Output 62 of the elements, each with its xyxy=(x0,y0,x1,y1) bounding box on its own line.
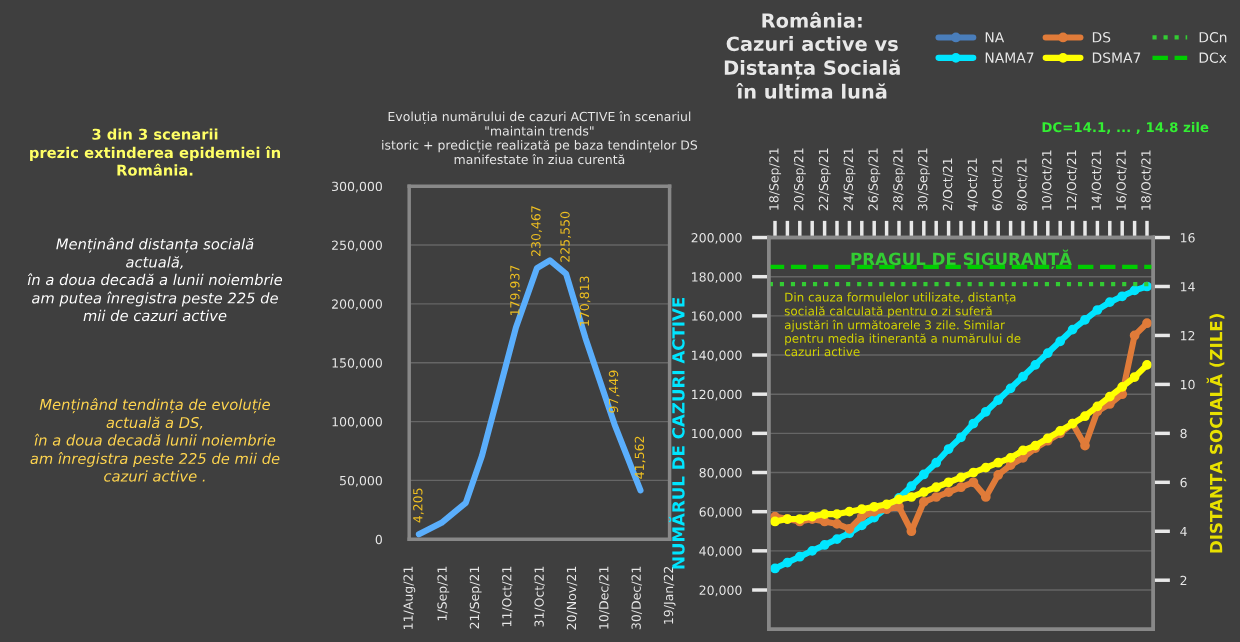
point xyxy=(1092,305,1103,315)
point xyxy=(869,501,880,512)
point xyxy=(832,534,842,544)
point xyxy=(1129,330,1140,341)
point xyxy=(1129,285,1140,296)
y2-axis-title: DISTANȚA SOCIALĂ (ZILE) xyxy=(1206,314,1227,553)
point xyxy=(794,551,805,562)
point xyxy=(956,432,966,443)
point xyxy=(931,482,942,493)
annotation: PRAGUL DE SIGURANȚĂ xyxy=(851,249,1072,269)
point xyxy=(956,472,966,483)
point xyxy=(931,457,942,468)
point xyxy=(1104,297,1115,308)
point xyxy=(856,504,867,515)
point xyxy=(1117,381,1128,392)
point xyxy=(1104,391,1115,402)
point xyxy=(1142,359,1152,370)
point xyxy=(993,470,1004,480)
point xyxy=(807,545,818,556)
point xyxy=(918,469,929,480)
point xyxy=(832,519,842,529)
point xyxy=(1080,314,1090,325)
point xyxy=(1055,336,1066,347)
point xyxy=(770,516,780,527)
point xyxy=(844,506,855,517)
point xyxy=(1067,324,1078,335)
point xyxy=(1030,359,1041,370)
point xyxy=(844,523,855,534)
point xyxy=(956,482,966,493)
point xyxy=(943,444,954,454)
chart-title: România: Cazuri active vs Distanța Socială în ultima lună xyxy=(724,12,900,99)
point xyxy=(968,418,979,429)
point xyxy=(782,557,793,568)
y-axis-title: NUMĂRUL DE CAZURI ACTIVE xyxy=(668,297,685,569)
point xyxy=(931,492,942,502)
point xyxy=(968,467,979,478)
point xyxy=(1042,348,1053,358)
point xyxy=(819,540,830,550)
point xyxy=(856,520,867,531)
point xyxy=(918,487,929,497)
point xyxy=(1005,452,1016,463)
point xyxy=(918,497,929,507)
point xyxy=(968,477,979,488)
point xyxy=(1018,371,1028,382)
point xyxy=(1080,411,1090,422)
point xyxy=(943,487,954,497)
point xyxy=(993,395,1004,405)
point xyxy=(943,477,954,488)
point xyxy=(993,457,1004,468)
point xyxy=(906,481,917,492)
point xyxy=(1005,383,1016,394)
point xyxy=(1117,291,1128,302)
point xyxy=(1142,318,1152,329)
point xyxy=(819,509,830,519)
point xyxy=(1129,372,1140,382)
point xyxy=(906,492,917,502)
point xyxy=(980,406,991,417)
point xyxy=(1018,445,1028,456)
point xyxy=(1092,401,1103,412)
point xyxy=(832,509,842,519)
point xyxy=(980,462,991,473)
point xyxy=(770,563,780,574)
